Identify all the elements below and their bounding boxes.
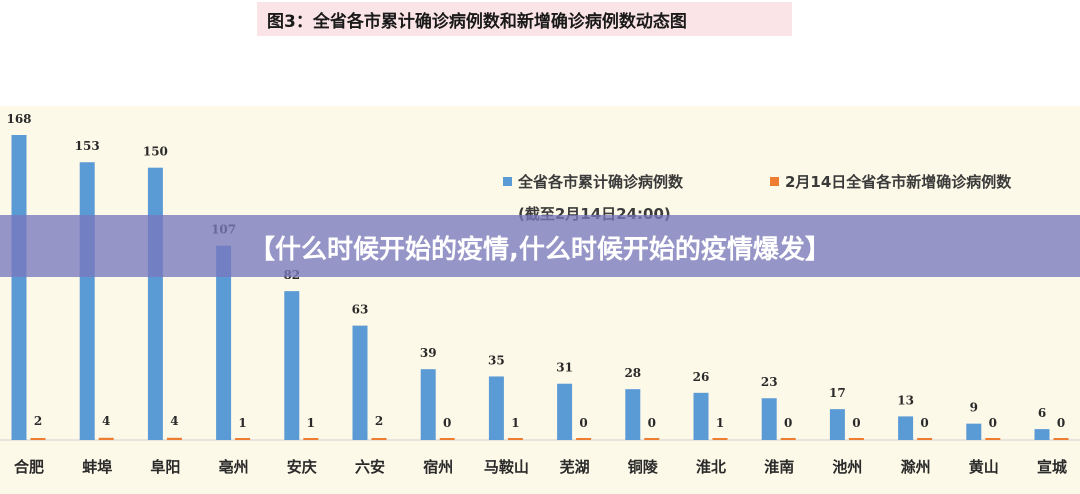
data-label-new: 0 (1057, 416, 1065, 430)
bar-cumulative (147, 167, 163, 440)
bar-cumulative (79, 162, 95, 440)
data-label-cumulative: 9 (970, 401, 978, 415)
x-tick-label: 芜湖 (560, 458, 590, 476)
data-label-new: 0 (920, 416, 928, 430)
x-tick-label: 马鞍山 (484, 458, 529, 476)
bar-new (507, 438, 523, 440)
bar-cumulative (11, 135, 27, 440)
data-label-cumulative: 13 (897, 393, 914, 407)
bar-cumulative (420, 369, 436, 440)
bar-new (30, 438, 46, 440)
bar-cumulative (284, 291, 300, 440)
bar-new (1053, 438, 1069, 440)
bar-cumulative (488, 376, 504, 440)
data-label-new: 0 (852, 416, 860, 430)
legend-swatch-cumulative (503, 177, 512, 186)
bar-cumulative (1034, 429, 1050, 440)
x-tick-label: 淮南 (764, 458, 794, 476)
bar-new (985, 438, 1001, 440)
x-tick-label: 滁州 (901, 458, 931, 476)
x-tick-label: 蚌埠 (82, 458, 112, 476)
data-label-new: 0 (989, 416, 997, 430)
overlay-banner: 【什么时候开始的疫情,什么时候开始的疫情爆发】 (0, 215, 1080, 277)
bar-cumulative (829, 409, 845, 440)
bar-new (917, 438, 933, 440)
x-tick-label: 安庆 (287, 458, 317, 476)
bar-new (848, 438, 864, 440)
data-label-new: 4 (102, 414, 110, 428)
bar-new (166, 437, 182, 440)
data-label-cumulative: 35 (488, 353, 505, 367)
overlay-banner-text: 【什么时候开始的疫情,什么时候开始的疫情爆发】 (249, 235, 831, 265)
x-tick-label: 合肥 (13, 458, 44, 476)
data-label-cumulative: 39 (420, 346, 437, 360)
data-label-new: 1 (716, 416, 724, 430)
x-tick-label: 亳州 (219, 458, 249, 476)
figure-title: 图3：全省各市累计确诊病例数和新增确诊病例数动态图 (267, 12, 687, 32)
bar-new (576, 438, 592, 440)
data-label-cumulative: 31 (556, 361, 573, 375)
data-label-cumulative: 168 (6, 112, 31, 126)
x-tick-label: 黄山 (969, 458, 999, 476)
data-label-cumulative: 6 (1038, 406, 1046, 420)
data-label-new: 2 (375, 414, 383, 428)
x-tick-label: 六安 (355, 458, 385, 476)
x-tick-label: 淮北 (696, 458, 726, 476)
x-tick-label: 铜陵 (628, 458, 659, 476)
data-label-new: 1 (307, 416, 315, 430)
x-tick-label: 宣城 (1037, 458, 1067, 476)
bar-cumulative (557, 383, 573, 440)
data-label-cumulative: 17 (829, 386, 846, 400)
data-label-new: 4 (170, 414, 178, 428)
bar-new (780, 438, 796, 440)
x-tick-label: 池州 (832, 458, 862, 476)
bar-cumulative (625, 389, 641, 440)
legend-swatch-new (770, 177, 779, 186)
x-tick-label: 宿州 (423, 458, 453, 476)
x-tick-label: 阜阳 (150, 458, 180, 476)
bar-new (644, 438, 660, 440)
bar-cumulative (966, 423, 982, 440)
bar-cumulative (898, 416, 914, 440)
legend-label-cumulative: 全省各市累计确诊病例数 (517, 173, 684, 191)
data-label-new: 0 (579, 416, 587, 430)
bar-cumulative (352, 325, 368, 440)
data-label-cumulative: 26 (693, 370, 710, 384)
bar-new (439, 438, 455, 440)
data-label-new: 0 (648, 416, 656, 430)
bar-new (371, 438, 387, 440)
bar-cumulative (216, 245, 232, 440)
bar-new (235, 438, 251, 440)
data-label-new: 0 (443, 416, 451, 430)
data-label-cumulative: 150 (143, 145, 168, 159)
data-label-new: 0 (784, 416, 792, 430)
bar-cumulative (693, 392, 709, 440)
bar-new (712, 438, 728, 440)
bars-group: 1682合肥1534蚌埠1504阜阳1071亳州821安庆632六安390宿州3… (6, 112, 1069, 476)
data-label-cumulative: 23 (761, 375, 778, 389)
bar-cumulative (761, 398, 777, 440)
bar-new (98, 437, 114, 440)
legend-label-new: 2月14日全省各市新增确诊病例数 (785, 173, 1012, 191)
data-label-new: 1 (238, 416, 246, 430)
data-label-new: 2 (34, 414, 42, 428)
data-label-new: 1 (511, 416, 519, 430)
figure-title-box: 图3：全省各市累计确诊病例数和新增确诊病例数动态图 (257, 2, 792, 36)
data-label-cumulative: 28 (624, 366, 641, 380)
bar-new (303, 438, 319, 440)
data-label-cumulative: 153 (75, 139, 100, 153)
data-label-cumulative: 63 (352, 303, 369, 317)
